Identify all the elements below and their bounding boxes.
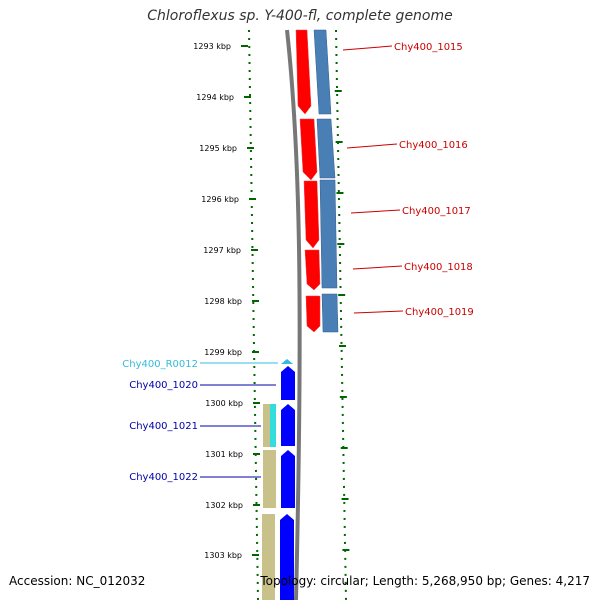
gene-chy400-1015[interactable] [295,29,312,115]
gene-label[interactable]: Chy400_1021 [129,421,198,432]
blue-cds-track [280,359,295,600]
scale-ticks: 1293 kbp 1294 kbp 1295 kbp 1296 kbp 1297 kbp… [193,42,350,560]
label-leader-line [352,265,403,270]
gene-chy400-1020[interactable] [281,366,295,400]
steelblue-block-3[interactable] [319,179,338,289]
khaki-block-1[interactable] [263,404,270,447]
gene-label[interactable]: Chy400_1016 [399,140,468,151]
gene-chy400-1022[interactable] [281,450,295,508]
left-dotted-rail [248,29,259,600]
gene-label[interactable]: Chy400_1017 [402,206,471,217]
steelblue-block-1[interactable] [313,29,332,115]
gene-label[interactable]: Chy400_R0012 [122,359,198,370]
kbp-tick-label: 1296 kbp [201,195,239,204]
kbp-tick-label: 1301 kbp [205,450,243,459]
kbp-tick-label: 1298 kbp [204,297,242,306]
kbp-tick-label: 1299 kbp [204,348,242,357]
gene-chy400-1017[interactable] [303,180,320,249]
accession-text: Accession: NC_012032 [9,574,146,588]
label-leader-line [350,209,401,214]
kbp-tick-label: 1303 kbp [204,551,242,560]
gene-label[interactable]: Chy400_1020 [129,380,198,391]
blue-block-4[interactable] [280,514,294,600]
kbp-tick-label: 1293 kbp [193,42,231,51]
label-leader-line [353,310,404,314]
gene-label[interactable]: Chy400_1022 [129,472,198,483]
red-cds-track [295,29,321,333]
gene-label[interactable]: Chy400_1019 [405,307,474,318]
khaki-block-3[interactable] [262,514,275,600]
map-title: Chloroflexus sp. Y-400-fl, complete geno… [147,8,453,24]
genome-backbone [285,29,302,600]
label-leader-line [342,45,393,51]
kbp-tick-label: 1297 kbp [203,246,241,255]
steelblue-block-2[interactable] [316,118,336,179]
gene-chy400-1019[interactable] [305,295,321,333]
rna-chy400-r0012[interactable] [281,359,293,364]
steelblue-block-4[interactable] [321,293,339,333]
steelblue-cds-track [313,29,339,333]
gene-chy400-1021[interactable] [281,404,295,446]
gene-labels: Chy400_1015 Chy400_1016 Chy400_1017 Chy400_… [122,42,474,483]
cyan-block[interactable] [270,404,276,447]
kbp-tick-label: 1302 kbp [205,501,243,510]
khaki-block-2[interactable] [263,450,276,508]
gene-label[interactable]: Chy400_1018 [404,262,473,273]
kbp-tick-label: 1295 kbp [199,144,237,153]
kbp-tick-label: 1294 kbp [196,93,234,102]
gene-chy400-1018[interactable] [304,249,321,291]
label-leader-line [346,143,398,149]
kbp-tick-label: 1300 kbp [205,399,243,408]
gene-label[interactable]: Chy400_1015 [394,42,463,53]
khaki-track [262,404,276,600]
genome-summary-text: Topology: circular; Length: 5,268,950 bp… [260,574,590,588]
gene-chy400-1016[interactable] [299,118,318,181]
